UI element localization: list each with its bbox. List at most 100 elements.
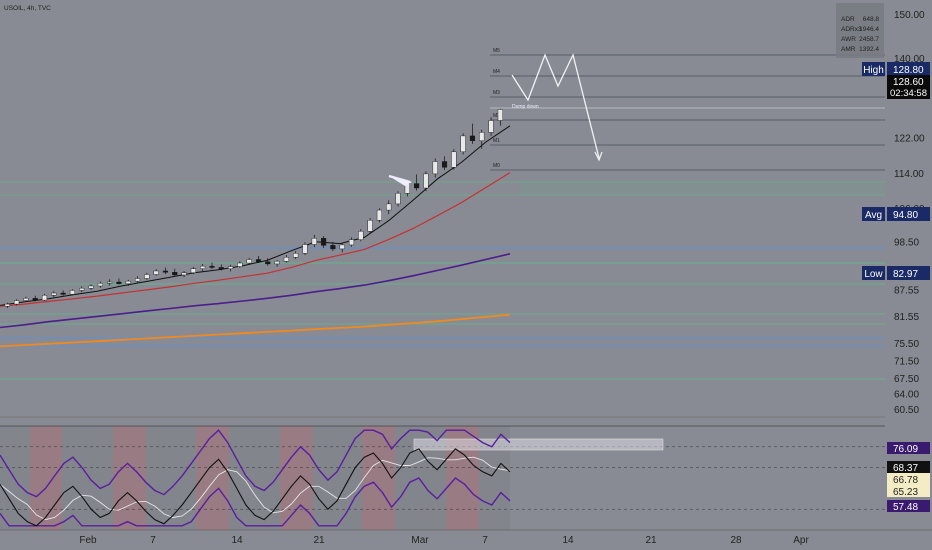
level-label-M4: M4 [493,69,500,75]
candle-body [190,268,196,273]
ema-line-0 [0,125,511,306]
zone-line [0,378,885,380]
candle-body [125,280,131,284]
zone-line [0,323,885,325]
candle-body [172,272,178,276]
marker-label: High [863,65,884,76]
level-label-M1: M1 [493,138,500,144]
price-tick-label: 75.50 [894,339,919,350]
zone-line [0,313,885,315]
ema-line-3 [0,313,511,348]
candle-body [376,209,382,221]
price-tick-label: 64.00 [894,390,919,401]
candle-body [237,262,243,267]
marker-value: 94.80 [893,210,918,221]
rsi-value-label: 65.23 [893,487,918,498]
stat-value: 2458.7 [859,36,879,43]
level-label-M2: M2 [493,113,500,119]
time-axis: Feb 7 14 21 Mar 7 14 21 28 Apr [0,529,932,546]
candle-body [41,295,48,301]
price-tick-label: 122.00 [894,134,925,145]
candle-body [162,270,169,273]
marker-label-bg [862,62,885,76]
candle-body [339,244,345,250]
candle-body [88,285,94,289]
candle-body [153,270,159,275]
rsi-value-bg [887,461,930,473]
candle-body [116,281,122,284]
rsi-zone-pink [113,426,146,530]
last-price-bg [887,75,930,99]
zone-line [0,345,885,347]
zone-line [0,262,885,264]
candle-body [414,183,420,189]
candle-body [265,261,271,265]
rsi-value-bg [887,485,930,497]
candle-body [358,231,364,240]
level-label-M5: M5 [493,48,500,54]
candle-body [321,238,327,246]
candle-body [293,253,299,258]
level-lines: M5 M4 M3 M2 M1 M0 [490,48,885,171]
rsi-zone-pink [362,426,395,530]
marker-value: 128.80 [893,65,924,76]
candle-body [14,300,20,305]
candle-body [209,265,215,268]
marker-label: Avg [865,210,882,221]
stat-value: 648.8 [863,16,880,23]
price-tick-label: 140.00 [894,54,925,65]
rsi-highlight-box [413,438,664,451]
stat-value: 1946.4 [859,26,879,33]
candle-body [228,266,234,269]
rsi-line [0,448,511,527]
candle-body [4,303,10,307]
marker-value-bg [887,62,930,76]
candle-body [69,290,75,295]
stat-label: AMR [841,46,856,53]
candle-body [144,274,150,279]
rsi-value-label: 68.37 [893,463,918,474]
candle-body [451,151,457,168]
candle-body [488,120,494,133]
price-markers: High 128.80 Avg 94.80 Low 82.97 128.6002:34:58… [862,62,930,513]
dump-annotation: Dump down [512,104,539,110]
time-tick-label: 14 [562,535,574,546]
candles [4,108,503,309]
candle-body [497,109,503,121]
zone-line [0,337,885,339]
candle-body [386,203,392,211]
symbol-header: USOIL, 4h, TVC [4,5,51,12]
candle-body [97,283,103,287]
marker-label-bg [862,266,885,280]
price-tick-label: 87.55 [894,286,919,297]
rsi-value-bg [887,500,930,512]
candle-body [311,238,317,245]
rsi-value-label: 66.78 [893,475,918,486]
candle-body [395,193,401,205]
candle-body [255,259,262,262]
marker-value-bg [887,207,930,221]
price-tick-label: 150.00 [894,10,925,21]
candle-body [423,173,429,189]
countdown-timer: 02:34:58 [890,88,927,99]
candle-body [302,244,308,254]
zone-line [0,181,885,183]
candle-body [479,132,485,141]
candle-body [51,292,57,296]
horizontal-zone-lines [0,181,885,418]
price-tick-label: 60.50 [894,405,919,416]
zone-line [0,247,885,249]
time-tick-label: 7 [150,535,156,546]
marker-value-bg [887,266,930,280]
candle-body [200,265,206,269]
time-tick-label: Feb [79,535,97,546]
annotation-arrow-shaft [388,174,411,184]
candle-body [23,298,29,301]
rsi-value-label: 57.48 [893,502,918,513]
candle-body [348,239,355,246]
candle-body [432,161,438,175]
candle-body [134,278,141,282]
symbol-text: USOIL [4,5,24,12]
